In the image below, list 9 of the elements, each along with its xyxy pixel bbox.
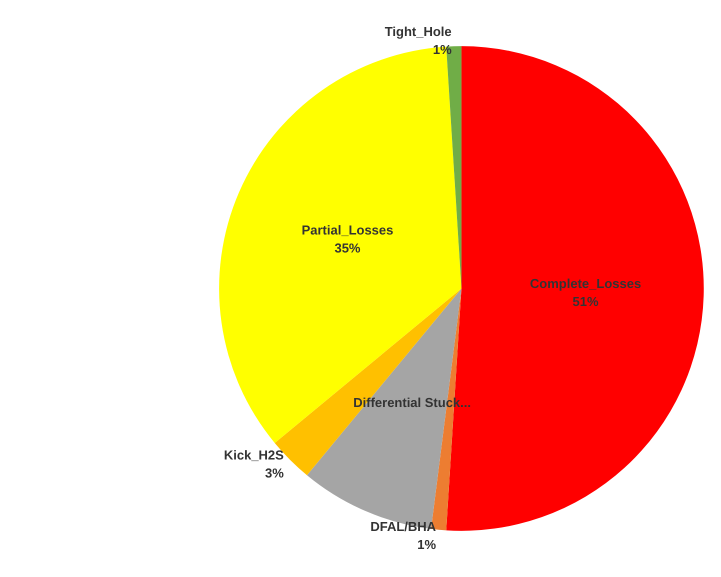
data-label: 35% <box>334 240 361 256</box>
slice-label: Kick_H2S <box>224 448 284 463</box>
slice-label: Tight_Hole <box>384 24 452 39</box>
slice-label: Partial_Losses <box>302 222 394 238</box>
data-label: 3% <box>265 466 284 481</box>
data-label: 51% <box>572 294 599 309</box>
slice-label: DFAL/BHA <box>370 519 437 534</box>
data-label: 1% <box>417 537 436 552</box>
slice-label: Complete_Losses <box>530 276 642 291</box>
